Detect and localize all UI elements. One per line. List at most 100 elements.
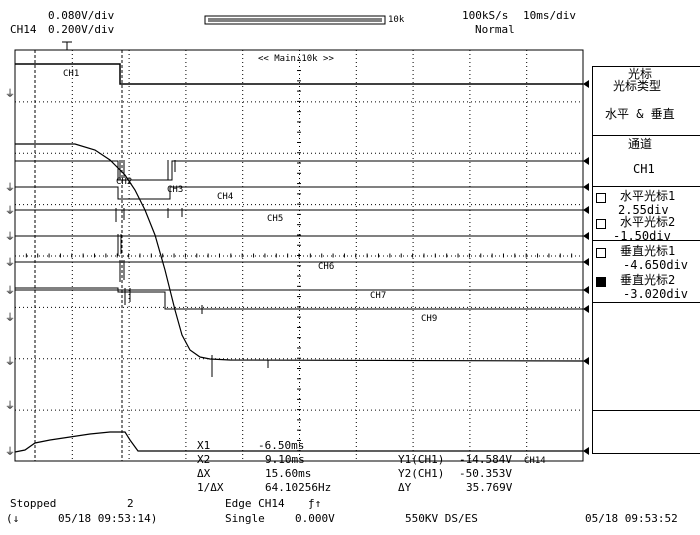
grid-dot bbox=[131, 306, 132, 308]
level-marker bbox=[583, 357, 589, 365]
grid-dot bbox=[242, 154, 244, 155]
grid-dot bbox=[355, 138, 357, 139]
grid-dot bbox=[412, 122, 414, 123]
grid-dot bbox=[87, 358, 88, 360]
grid-dot bbox=[511, 152, 512, 154]
grid-dot bbox=[299, 402, 300, 403]
grid-dot bbox=[47, 358, 48, 360]
grid-dot bbox=[185, 378, 187, 379]
grid-dot bbox=[128, 294, 130, 295]
grid-dot bbox=[487, 358, 488, 360]
grid-dot bbox=[215, 306, 216, 308]
grid-dot bbox=[469, 330, 471, 331]
grid-dot bbox=[555, 204, 556, 206]
grid-dot bbox=[231, 101, 232, 103]
grid-dot bbox=[463, 409, 464, 411]
v-cursor2-button[interactable]: 垂直光标2 -3.020div bbox=[593, 274, 700, 302]
grid-dot bbox=[27, 101, 28, 103]
grid-dot bbox=[355, 130, 357, 131]
grid-dot bbox=[185, 302, 187, 303]
grid-dot bbox=[291, 358, 292, 360]
grid-dot bbox=[412, 242, 414, 243]
grid-dot bbox=[523, 204, 524, 206]
grid-dot bbox=[399, 358, 400, 360]
grid-dot bbox=[531, 409, 532, 411]
grid-dot bbox=[412, 390, 414, 391]
grid-dot bbox=[199, 255, 200, 257]
grid-dot bbox=[363, 255, 364, 257]
grid-dot bbox=[299, 122, 300, 123]
h-cursor2-checkbox[interactable] bbox=[596, 219, 606, 229]
grid-dot bbox=[495, 152, 496, 154]
grid-dot bbox=[43, 152, 44, 154]
grid-dot bbox=[355, 62, 357, 63]
grid-dot bbox=[271, 204, 272, 206]
grid-dot bbox=[407, 101, 408, 103]
grid-dot bbox=[335, 204, 336, 206]
grid-dot bbox=[123, 358, 124, 360]
grid-dot bbox=[255, 255, 256, 257]
grid-dot bbox=[128, 110, 130, 111]
grid-dot bbox=[242, 390, 244, 391]
grid-dot bbox=[71, 346, 73, 347]
grid-dot bbox=[412, 178, 414, 179]
grid-dot bbox=[223, 306, 224, 308]
grid-dot bbox=[507, 255, 508, 257]
h-cursor1-checkbox[interactable] bbox=[596, 193, 606, 203]
grid-dot bbox=[185, 70, 187, 71]
grid-dot bbox=[163, 306, 164, 308]
grid-dot bbox=[99, 204, 100, 206]
h-cursor2-button[interactable]: 水平光标2 -1.50div bbox=[593, 216, 700, 243]
grid-dot bbox=[35, 204, 36, 206]
grid-dot bbox=[299, 178, 300, 179]
grid-dot bbox=[191, 306, 192, 308]
h-cursor1-button[interactable]: 水平光标1 2.55div bbox=[593, 190, 700, 217]
grid-dot bbox=[479, 255, 480, 257]
grid-dot bbox=[469, 458, 471, 459]
grid-dot bbox=[387, 101, 388, 103]
grid-dot bbox=[267, 152, 268, 154]
v-cursor2-checkbox[interactable] bbox=[596, 277, 606, 287]
grid-dot bbox=[242, 406, 244, 407]
grid-dot bbox=[231, 204, 232, 206]
grid-dot bbox=[355, 230, 357, 231]
grid-dot bbox=[59, 152, 60, 154]
v-cursor1-button[interactable]: 垂直光标1 -4.650div bbox=[593, 245, 700, 273]
level-marker bbox=[583, 183, 589, 191]
grid-dot bbox=[291, 152, 292, 154]
grid-dot bbox=[451, 409, 452, 411]
grid-dot bbox=[355, 54, 357, 55]
grid-dot bbox=[519, 152, 520, 154]
grid-dot bbox=[467, 409, 468, 411]
grid-dot bbox=[242, 110, 244, 111]
v-cursor1-checkbox[interactable] bbox=[596, 248, 606, 258]
grid-dot bbox=[242, 94, 244, 95]
grid-dot bbox=[155, 358, 156, 360]
grid-dot bbox=[71, 198, 73, 199]
grid-dot bbox=[451, 101, 452, 103]
grid-dot bbox=[185, 214, 187, 215]
grid-dot bbox=[371, 101, 372, 103]
grid-dot bbox=[503, 152, 504, 154]
grid-dot bbox=[242, 50, 244, 51]
ground-marker-icon: ⏚ bbox=[5, 400, 15, 412]
grid-dot bbox=[355, 294, 357, 295]
channel-button[interactable]: 通道 CH1 bbox=[593, 136, 700, 186]
grid-dot bbox=[71, 118, 73, 119]
grid-dot bbox=[128, 250, 130, 251]
cursor-type-button[interactable]: 光标类型 水平 & 垂直 bbox=[593, 80, 700, 134]
grid-dot bbox=[343, 306, 344, 308]
grid-dot bbox=[91, 204, 92, 206]
grid-dot bbox=[255, 101, 256, 103]
grid-dot bbox=[351, 204, 352, 206]
grid-dot bbox=[259, 255, 260, 257]
grid-dot bbox=[331, 409, 332, 411]
grid-dot bbox=[355, 386, 357, 387]
grid-dot bbox=[242, 366, 244, 367]
grid-dot bbox=[55, 358, 56, 360]
grid-dot bbox=[242, 358, 244, 359]
grid-dot bbox=[185, 434, 187, 435]
grid-dot bbox=[443, 152, 444, 154]
grid-dot bbox=[511, 255, 512, 257]
grid-dot bbox=[71, 434, 73, 435]
